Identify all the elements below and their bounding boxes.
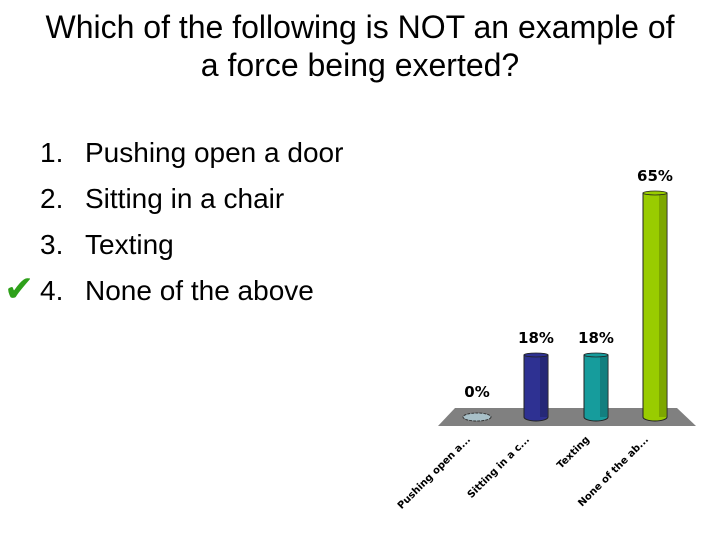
data-label: 18% [518, 329, 554, 347]
chart-floor [438, 408, 696, 426]
answer-option: 2. Sitting in a chair [40, 180, 370, 218]
bar-zero [462, 412, 492, 422]
option-text: Sitting in a chair [85, 183, 285, 214]
x-tick-label: Pushing open a... [396, 434, 473, 511]
option-number: 3. [40, 229, 64, 260]
option-text: Pushing open a door [85, 137, 344, 168]
bar-fill [524, 354, 548, 417]
bar-top [642, 190, 668, 196]
x-tick-label: Sitting in a c... [466, 434, 532, 500]
answer-option: 3. Texting [40, 226, 370, 264]
bar-shade [540, 354, 547, 417]
bar-top [523, 352, 549, 358]
x-tick-label: Texting [555, 434, 592, 471]
option-number: 4. [40, 275, 64, 306]
answer-option: 1. Pushing open a door [40, 134, 370, 172]
answer-option: ✔ 4. None of the above [4, 270, 370, 310]
option-text: None of the above [85, 275, 314, 306]
option-text: Texting [85, 229, 174, 260]
data-label: 18% [578, 329, 614, 347]
slide-title: Which of the following is NOT an example… [45, 9, 675, 83]
option-number: 2. [40, 183, 64, 214]
bar-fill [643, 193, 667, 417]
bar-fill [584, 354, 608, 417]
answer-options: 1. Pushing open a door 2. Sitting in a chai… [4, 134, 370, 318]
data-label: 65% [637, 167, 673, 185]
option-number: 1. [40, 137, 64, 168]
checkmark-icon: ✔ [4, 268, 35, 309]
data-label: 0% [464, 383, 489, 401]
bar-top [583, 352, 609, 358]
bar-shade [659, 193, 666, 417]
bar-shade [600, 354, 607, 417]
